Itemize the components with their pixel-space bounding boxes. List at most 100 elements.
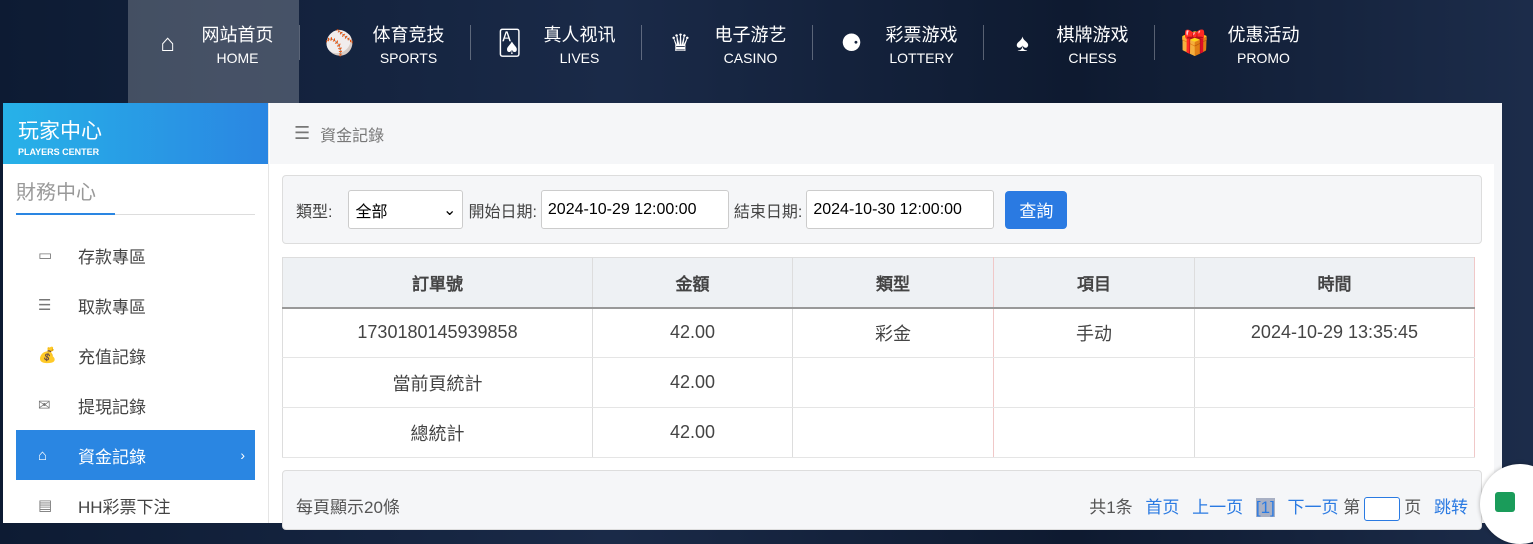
total-count: 共1条 bbox=[1089, 498, 1133, 517]
page-number-input[interactable] bbox=[1364, 496, 1401, 521]
table-cell: 42.00 bbox=[592, 407, 793, 458]
menu-icon: ⌂ bbox=[38, 446, 48, 464]
nav-sublabel: SPORTS bbox=[379, 50, 438, 66]
lottery-icon: ⚈ bbox=[840, 30, 863, 57]
menu-icon: ☰ bbox=[294, 123, 311, 143]
chat-icon bbox=[1495, 492, 1515, 512]
prev-page-link[interactable]: 上一页 bbox=[1192, 498, 1244, 517]
nav-lives[interactable]: 🂡 真人视讯 LIVES bbox=[470, 0, 641, 103]
sidebar-item[interactable]: ☰ 取款專區 bbox=[16, 280, 255, 330]
sidebar-item[interactable]: 💰 充值記錄 bbox=[16, 330, 255, 380]
nav-label: 体育竞技 bbox=[372, 25, 445, 45]
col-amount: 金額 bbox=[592, 257, 793, 309]
col-item: 項目 bbox=[993, 257, 1195, 309]
sidebar-item-label: 提現記錄 bbox=[78, 397, 146, 417]
nav-home[interactable]: ⌂ 网站首页 HOME bbox=[128, 0, 299, 103]
table-cell: 當前頁統計 bbox=[282, 357, 593, 408]
nav-lottery[interactable]: ⚈ 彩票游戏 LOTTERY bbox=[812, 0, 983, 103]
sports-icon: ⚾ bbox=[324, 30, 355, 57]
main-area: ☰ 資金記錄 類型: 全部 ⌄ 開始日期: 2024-10-29 12:00:00 … bbox=[270, 103, 1502, 530]
sidebar-menu: (function(){const d=JSON.parse(document.… bbox=[16, 230, 255, 530]
sidebar-item[interactable]: ▭ 存款專區 bbox=[16, 230, 255, 280]
table-cell: 42.00 bbox=[592, 307, 793, 358]
nav-sublabel: CHESS bbox=[1068, 50, 1117, 66]
nav-sublabel: PROMO bbox=[1237, 50, 1290, 66]
nav-label: 棋牌游戏 bbox=[1056, 25, 1129, 45]
promo-icon: 🎁 bbox=[1179, 30, 1210, 57]
table-row: 1730180145939858 42.00 彩金 手动 2024-10-29 13:3… bbox=[282, 307, 1475, 358]
home-icon: ⌂ bbox=[160, 29, 175, 57]
table-cell bbox=[1194, 407, 1475, 458]
breadcrumb: ☰ 資金記錄 bbox=[270, 103, 1502, 164]
col-type: 類型 bbox=[792, 257, 994, 309]
start-date-input[interactable]: 2024-10-29 12:00:00 bbox=[540, 190, 729, 229]
end-date-label: 結束日期: bbox=[733, 203, 803, 221]
filter-bar: 類型: 全部 ⌄ 開始日期: 2024-10-29 12:00:00 結束日期: … bbox=[282, 175, 1482, 244]
menu-icon: ✉ bbox=[38, 397, 51, 414]
content: 類型: 全部 ⌄ 開始日期: 2024-10-29 12:00:00 結束日期: … bbox=[270, 164, 1494, 530]
first-page-link[interactable]: 首页 bbox=[1145, 498, 1180, 517]
sidebar-item[interactable]: ✉ 提現記錄 bbox=[16, 380, 255, 430]
start-date-label: 開始日期: bbox=[468, 203, 537, 221]
table-cell: 手动 bbox=[993, 307, 1195, 358]
page-suffix: 页 bbox=[1404, 498, 1422, 517]
sidebar-item[interactable]: ▤ HH彩票下注 bbox=[16, 480, 255, 530]
table-cell bbox=[1194, 357, 1475, 408]
nav-sports[interactable]: ⚾ 体育竞技 SPORTS bbox=[299, 0, 470, 103]
table-cell: 2024-10-29 13:35:45 bbox=[1194, 307, 1475, 358]
table-cell: 42.00 bbox=[592, 357, 793, 408]
pagination: 每頁顯示20條 共1条 首页 上一页 [1] 下一页 第 页 跳转 bbox=[282, 470, 1482, 530]
sidebar-item-label: HH彩票下注 bbox=[78, 497, 171, 517]
nav-label: 电子游艺 bbox=[714, 25, 787, 45]
breadcrumb-label: 資金記錄 bbox=[320, 127, 385, 145]
table-cell: 1730180145939858 bbox=[282, 307, 593, 358]
nav-casino[interactable]: ♛ 电子游艺 CASINO bbox=[641, 0, 812, 103]
players-center-header: 玩家中心 PLAYERS CENTER bbox=[3, 103, 268, 164]
chevron-down-icon: ⌄ bbox=[443, 201, 457, 219]
nav-promo[interactable]: 🎁 优惠活动 PROMO bbox=[1154, 0, 1325, 103]
table-cell: 總統計 bbox=[282, 407, 593, 458]
menu-icon: ☰ bbox=[38, 297, 52, 314]
nav-label: 网站首页 bbox=[201, 25, 274, 45]
nav-label: 真人视讯 bbox=[543, 25, 616, 45]
nav-label: 彩票游戏 bbox=[885, 25, 958, 45]
top-nav: (function(){const d=JSON.parse(document.… bbox=[128, 0, 1325, 103]
menu-icon: ▤ bbox=[38, 497, 53, 514]
chess-icon: ♠ bbox=[1016, 29, 1029, 57]
lives-icon: 🂡 bbox=[497, 30, 522, 57]
table-row: 總統計 42.00 bbox=[282, 407, 1475, 458]
chevron-right-icon: › bbox=[240, 447, 245, 463]
query-button[interactable]: 查詢 bbox=[1005, 190, 1068, 229]
end-date-input[interactable]: 2024-10-30 12:00:00 bbox=[806, 190, 995, 229]
goto-label: 第 bbox=[1343, 498, 1361, 517]
next-page-link[interactable]: 下一页 bbox=[1287, 498, 1339, 517]
sidebar-item-label: 存款專區 bbox=[78, 247, 146, 267]
sidebar-item[interactable]: ⌂ 資金記錄 › bbox=[16, 430, 255, 480]
type-select[interactable]: 全部 ⌄ bbox=[348, 190, 464, 229]
jump-link[interactable]: 跳转 bbox=[1434, 498, 1468, 517]
table-cell bbox=[993, 357, 1195, 408]
sidebar-item-label: 取款專區 bbox=[78, 297, 146, 317]
finance-center-title: 財務中心 bbox=[16, 176, 255, 215]
menu-icon: ▭ bbox=[38, 247, 53, 264]
table-cell: 彩金 bbox=[792, 307, 994, 358]
col-time: 時間 bbox=[1194, 257, 1475, 309]
nav-sublabel: CASINO bbox=[723, 50, 778, 66]
table-cell bbox=[792, 357, 994, 408]
players-center-title: 玩家中心 bbox=[18, 120, 102, 143]
records-table: 訂單號 金額 類型 項目 時間 1730180145939858 42.00 彩金手… bbox=[282, 257, 1475, 458]
sidebar-item-label: 資金記錄 bbox=[78, 447, 146, 467]
nav-sublabel: LOTTERY bbox=[889, 50, 954, 66]
sidebar-item-label: 充值記錄 bbox=[78, 347, 146, 367]
player-panel: 玩家中心 PLAYERS CENTER 財務中心 (function(){con… bbox=[3, 103, 1502, 530]
per-page-label: 每頁顯示20條 bbox=[296, 498, 400, 517]
col-order: 訂單號 bbox=[282, 257, 593, 309]
type-label: 類型: bbox=[296, 203, 333, 221]
nav-sublabel: LIVES bbox=[559, 50, 600, 66]
current-page[interactable]: [1] bbox=[1255, 498, 1275, 517]
table-cell bbox=[993, 407, 1195, 458]
sidebar: 玩家中心 PLAYERS CENTER 財務中心 (function(){con… bbox=[3, 103, 269, 523]
players-center-subtitle: PLAYERS CENTER bbox=[18, 147, 100, 157]
table-cell bbox=[792, 407, 994, 458]
nav-chess[interactable]: ♠ 棋牌游戏 CHESS bbox=[983, 0, 1154, 103]
